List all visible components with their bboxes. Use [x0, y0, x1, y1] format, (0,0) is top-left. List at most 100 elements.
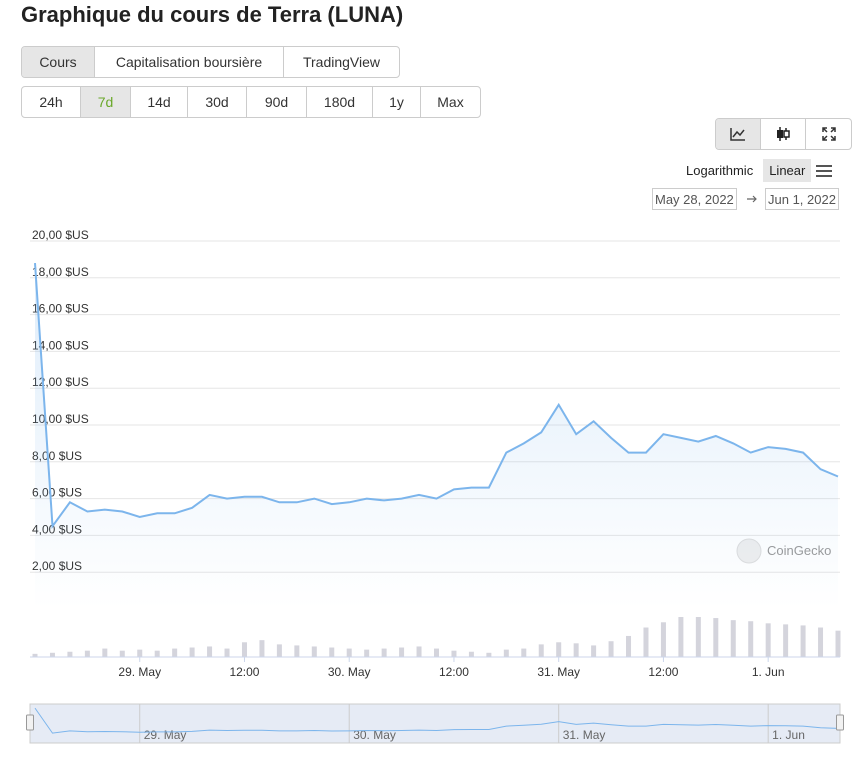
x-tick-label: 29. May [118, 665, 161, 679]
price-area [35, 263, 838, 609]
x-tick-label: 12:00 [439, 665, 469, 679]
volume-bar [748, 621, 754, 657]
volume-bar [329, 647, 335, 657]
range-button[interactable]: Max [437, 94, 464, 110]
x-tick-label: 30. May [328, 665, 371, 679]
volume-bar [259, 640, 265, 657]
volume-bar [172, 648, 178, 657]
volume-bar [399, 647, 405, 657]
volume-bar [835, 630, 841, 657]
volume-bar [311, 646, 317, 657]
volume-bar [660, 622, 666, 657]
volume-bar [84, 650, 90, 657]
range-button[interactable]: 24h [22, 87, 81, 117]
volume-bar [538, 644, 544, 657]
volume-bar [207, 646, 213, 657]
navigator-label: 30. May [353, 728, 396, 742]
volume-bar [818, 627, 824, 657]
volume-bar [49, 652, 55, 657]
date-from[interactable]: May 28, 2022 [652, 188, 737, 210]
volume-bar [468, 651, 474, 657]
price-line [34, 263, 839, 530]
date-to[interactable]: Jun 1, 2022 [765, 188, 839, 210]
volume-bar [626, 635, 632, 657]
y-tick-label: 20,00 $US [32, 228, 89, 242]
arrow-icon [747, 195, 757, 203]
volume-bar [416, 646, 422, 657]
volume-bar [276, 644, 282, 657]
volume-bar [521, 648, 527, 657]
y-tick-label: 14,00 $US [32, 338, 89, 352]
navigator [29, 703, 841, 744]
navigator-handle[interactable] [836, 714, 844, 731]
volume-bar [32, 653, 38, 657]
volume-bar [241, 642, 247, 657]
tab-group: Cours Capitalisation boursière TradingView [21, 46, 400, 78]
chart-tools [715, 118, 852, 150]
tab-button[interactable]: Capitalisation boursière [95, 47, 284, 77]
volume-bar [119, 650, 125, 657]
fullscreen-button[interactable] [806, 119, 851, 149]
volume-bar [556, 642, 562, 657]
range-button[interactable]: 1y [373, 87, 421, 117]
scale-options: Logarithmic Linear [680, 159, 815, 182]
volume-bar [573, 643, 579, 657]
volume-bar [346, 648, 352, 657]
range-button[interactable]: 180d [307, 87, 373, 117]
volume-bar [713, 618, 719, 657]
menu-icon[interactable] [815, 164, 833, 178]
x-tick-label: 31. May [537, 665, 580, 679]
line-icon [730, 128, 745, 141]
volume-bar [381, 648, 387, 657]
volume-bar [503, 649, 509, 657]
navigator-label: 1. Jun [772, 728, 805, 742]
navigator-handle[interactable] [26, 714, 34, 731]
navigator-line [34, 707, 839, 734]
volume-bar [765, 623, 771, 657]
x-tick-label: 12:00 [648, 665, 678, 679]
y-tick-label: 18,00 $US [32, 265, 89, 279]
volume-bar [486, 652, 492, 657]
x-tick-label: 12:00 [229, 665, 259, 679]
volume-bar [189, 647, 195, 657]
candle-icon [777, 127, 790, 141]
candlestick-button[interactable] [761, 119, 806, 149]
volume-bar [294, 645, 300, 657]
volume-bar [224, 648, 230, 657]
volume-bar [591, 645, 597, 657]
volume-bar [695, 617, 701, 657]
range-button[interactable]: 7d [81, 87, 131, 117]
page-title: Graphique du cours de Terra (LUNA) [21, 2, 404, 27]
volume-bar [102, 648, 108, 657]
volume-bar [608, 641, 614, 657]
volume-bar [678, 617, 684, 657]
volume-bar [800, 625, 806, 657]
volume-bar [783, 624, 789, 657]
y-tick-label: 12,00 $US [32, 375, 89, 389]
volume-bar [154, 650, 160, 657]
y-tick-label: 16,00 $US [32, 302, 89, 316]
scale-switch: Logarithmic Linear [680, 159, 833, 182]
navigator-label: 31. May [563, 728, 606, 742]
expand-icon [821, 127, 836, 141]
volume-bar [364, 649, 370, 657]
navigator-label: 29. May [144, 728, 187, 742]
scale-option[interactable]: Linear [763, 159, 812, 182]
volume-bar [451, 650, 457, 657]
x-tick-label: 1. Jun [752, 665, 785, 679]
volume-bar [434, 648, 439, 657]
scale-option[interactable]: Logarithmic [686, 163, 754, 178]
volume-bar [137, 649, 143, 657]
tab-button[interactable]: TradingView [302, 54, 381, 70]
volume-bar [643, 627, 649, 657]
volume-bar [67, 651, 73, 657]
range-button[interactable]: 90d [247, 87, 307, 117]
range-button[interactable]: 14d [131, 87, 188, 117]
tab-button[interactable]: Cours [22, 47, 95, 77]
range-button[interactable]: 30d [188, 87, 247, 117]
line-chart-button[interactable] [716, 119, 761, 149]
range-group: 24h 7d 14d 30d 90d 180d 1y Max [21, 86, 481, 118]
volume-bar [730, 620, 736, 657]
